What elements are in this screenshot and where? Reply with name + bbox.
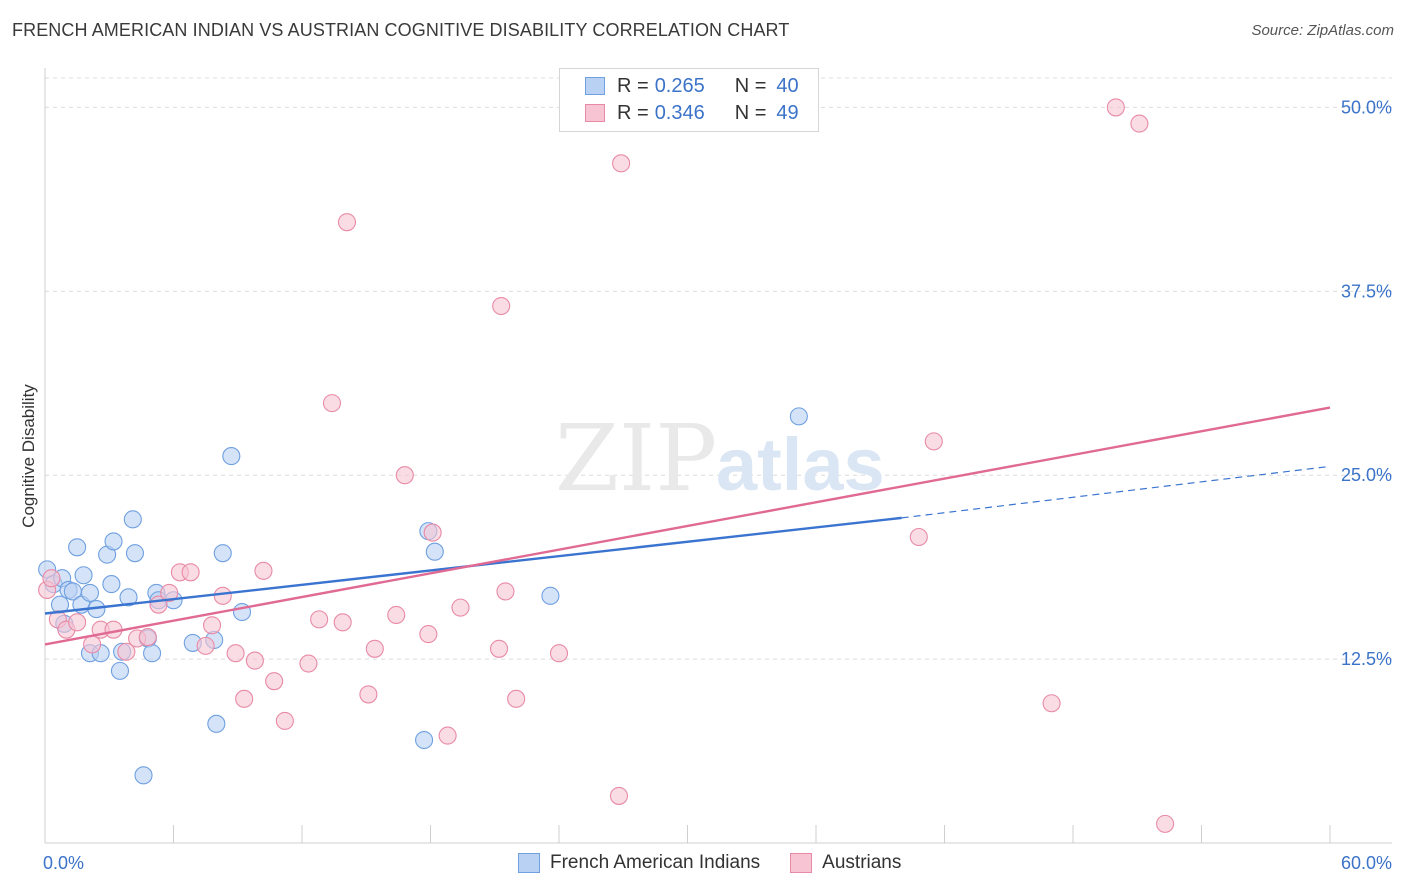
data-point-french-american-indians — [104, 532, 123, 551]
n-value: 49 — [776, 101, 799, 124]
series-legend: French American Indians Austrians — [518, 852, 931, 874]
n-label: N = — [734, 101, 767, 124]
r-label: R = — [617, 101, 649, 124]
data-point-austrians — [1106, 98, 1125, 117]
data-point-austrians — [507, 689, 526, 708]
data-point-austrians — [395, 466, 414, 485]
data-point-austrians — [138, 627, 157, 647]
y-axis-label: Cognitive Disability — [19, 384, 38, 528]
data-point-french-american-indians — [80, 583, 100, 602]
data-point-austrians — [438, 726, 457, 745]
data-point-austrians — [42, 569, 61, 588]
data-point-french-american-indians — [102, 575, 121, 594]
data-point-austrians — [365, 639, 384, 658]
data-point-austrians — [310, 610, 329, 629]
data-point-austrians — [387, 605, 406, 625]
data-point-french-american-indians — [222, 447, 241, 466]
data-point-austrians — [1156, 814, 1175, 833]
data-point-french-american-indians — [207, 714, 226, 733]
data-point-austrians — [337, 213, 357, 232]
stats-legend-row-blue: R = 0.265 N = 40 — [585, 74, 799, 98]
trend-line-austrians — [44, 406, 1331, 646]
legend-item-french-american-indians[interactable]: French American Indians — [518, 852, 760, 874]
data-point-french-american-indians — [415, 730, 434, 750]
data-point-austrians — [160, 583, 179, 602]
data-point-austrians — [203, 616, 222, 635]
data-point-austrians — [1042, 694, 1061, 713]
data-point-austrians — [612, 154, 631, 173]
data-point-austrians — [226, 644, 245, 663]
data-points — [38, 98, 1175, 833]
data-point-austrians — [83, 635, 102, 654]
r-value: 0.346 — [654, 101, 705, 124]
data-point-austrians — [68, 613, 87, 632]
data-point-austrians — [609, 786, 629, 805]
x-tick-label: 60.0% — [1341, 853, 1392, 873]
data-point-austrians — [924, 432, 943, 451]
source-label: Source: ZipAtlas.com — [1251, 22, 1394, 39]
data-point-austrians — [196, 636, 215, 655]
r-value: 0.265 — [654, 74, 705, 97]
data-point-austrians — [275, 711, 294, 730]
r-label: R = — [617, 74, 649, 97]
legend-label: Austrians — [822, 852, 902, 873]
blue-swatch — [518, 853, 540, 873]
data-point-austrians — [359, 685, 378, 704]
data-point-french-american-indians — [789, 407, 808, 426]
data-point-austrians — [213, 586, 232, 605]
data-point-austrians — [451, 598, 470, 617]
y-tick-label: 37.5% — [1341, 281, 1392, 301]
axes — [44, 68, 1392, 844]
data-point-french-american-indians — [123, 510, 142, 529]
n-value: 40 — [776, 74, 799, 97]
data-point-austrians — [423, 523, 442, 542]
data-point-french-american-indians — [74, 566, 93, 585]
data-point-austrians — [496, 582, 515, 601]
stats-legend: R = 0.265 N = 40 R = 0.346 N = 49 — [559, 68, 819, 132]
data-point-austrians — [419, 625, 438, 644]
data-point-austrians — [254, 561, 273, 580]
data-point-french-american-indians — [425, 542, 444, 561]
data-point-french-american-indians — [125, 544, 144, 563]
x-tick-label: 0.0% — [43, 853, 84, 873]
n-label: N = — [734, 74, 767, 97]
data-point-austrians — [1130, 114, 1149, 133]
data-point-austrians — [181, 563, 200, 582]
pink-swatch — [585, 104, 605, 122]
tick-labels: 12.5% 25.0% 37.5% 50.0% 0.0% 60.0% — [43, 97, 1392, 873]
data-point-french-american-indians — [68, 538, 87, 557]
data-point-french-american-indians — [134, 766, 153, 785]
data-point-french-american-indians — [143, 644, 162, 663]
data-point-austrians — [235, 689, 254, 708]
legend-label: French American Indians — [550, 852, 761, 873]
data-point-french-american-indians — [119, 588, 138, 607]
data-point-austrians — [489, 639, 509, 658]
y-tick-label: 50.0% — [1341, 97, 1392, 117]
data-point-french-american-indians — [541, 586, 560, 605]
data-point-austrians — [492, 296, 511, 316]
data-point-austrians — [245, 651, 264, 670]
data-point-austrians — [549, 644, 569, 663]
data-point-french-american-indians — [213, 544, 232, 563]
y-tick-label: 25.0% — [1341, 465, 1392, 485]
grid-lines — [45, 77, 1392, 660]
watermark-atlas: atlas — [716, 423, 885, 506]
legend-item-austrians[interactable]: Austrians — [790, 852, 901, 874]
data-point-austrians — [117, 642, 136, 661]
data-point-austrians — [299, 654, 318, 673]
chart-title: FRENCH AMERICAN INDIAN VS AUSTRIAN COGNI… — [12, 20, 790, 40]
pink-swatch — [790, 853, 813, 873]
watermark-zip: ZIP — [555, 405, 717, 512]
stats-legend-row-pink: R = 0.346 N = 49 — [585, 101, 799, 125]
data-point-austrians — [333, 613, 352, 632]
data-point-austrians — [322, 394, 342, 413]
data-point-french-american-indians — [110, 661, 130, 680]
blue-swatch — [585, 77, 605, 95]
y-tick-label: 12.5% — [1341, 649, 1392, 669]
trend-lines — [44, 406, 1331, 646]
data-point-austrians — [909, 527, 928, 547]
data-point-austrians — [265, 672, 284, 691]
